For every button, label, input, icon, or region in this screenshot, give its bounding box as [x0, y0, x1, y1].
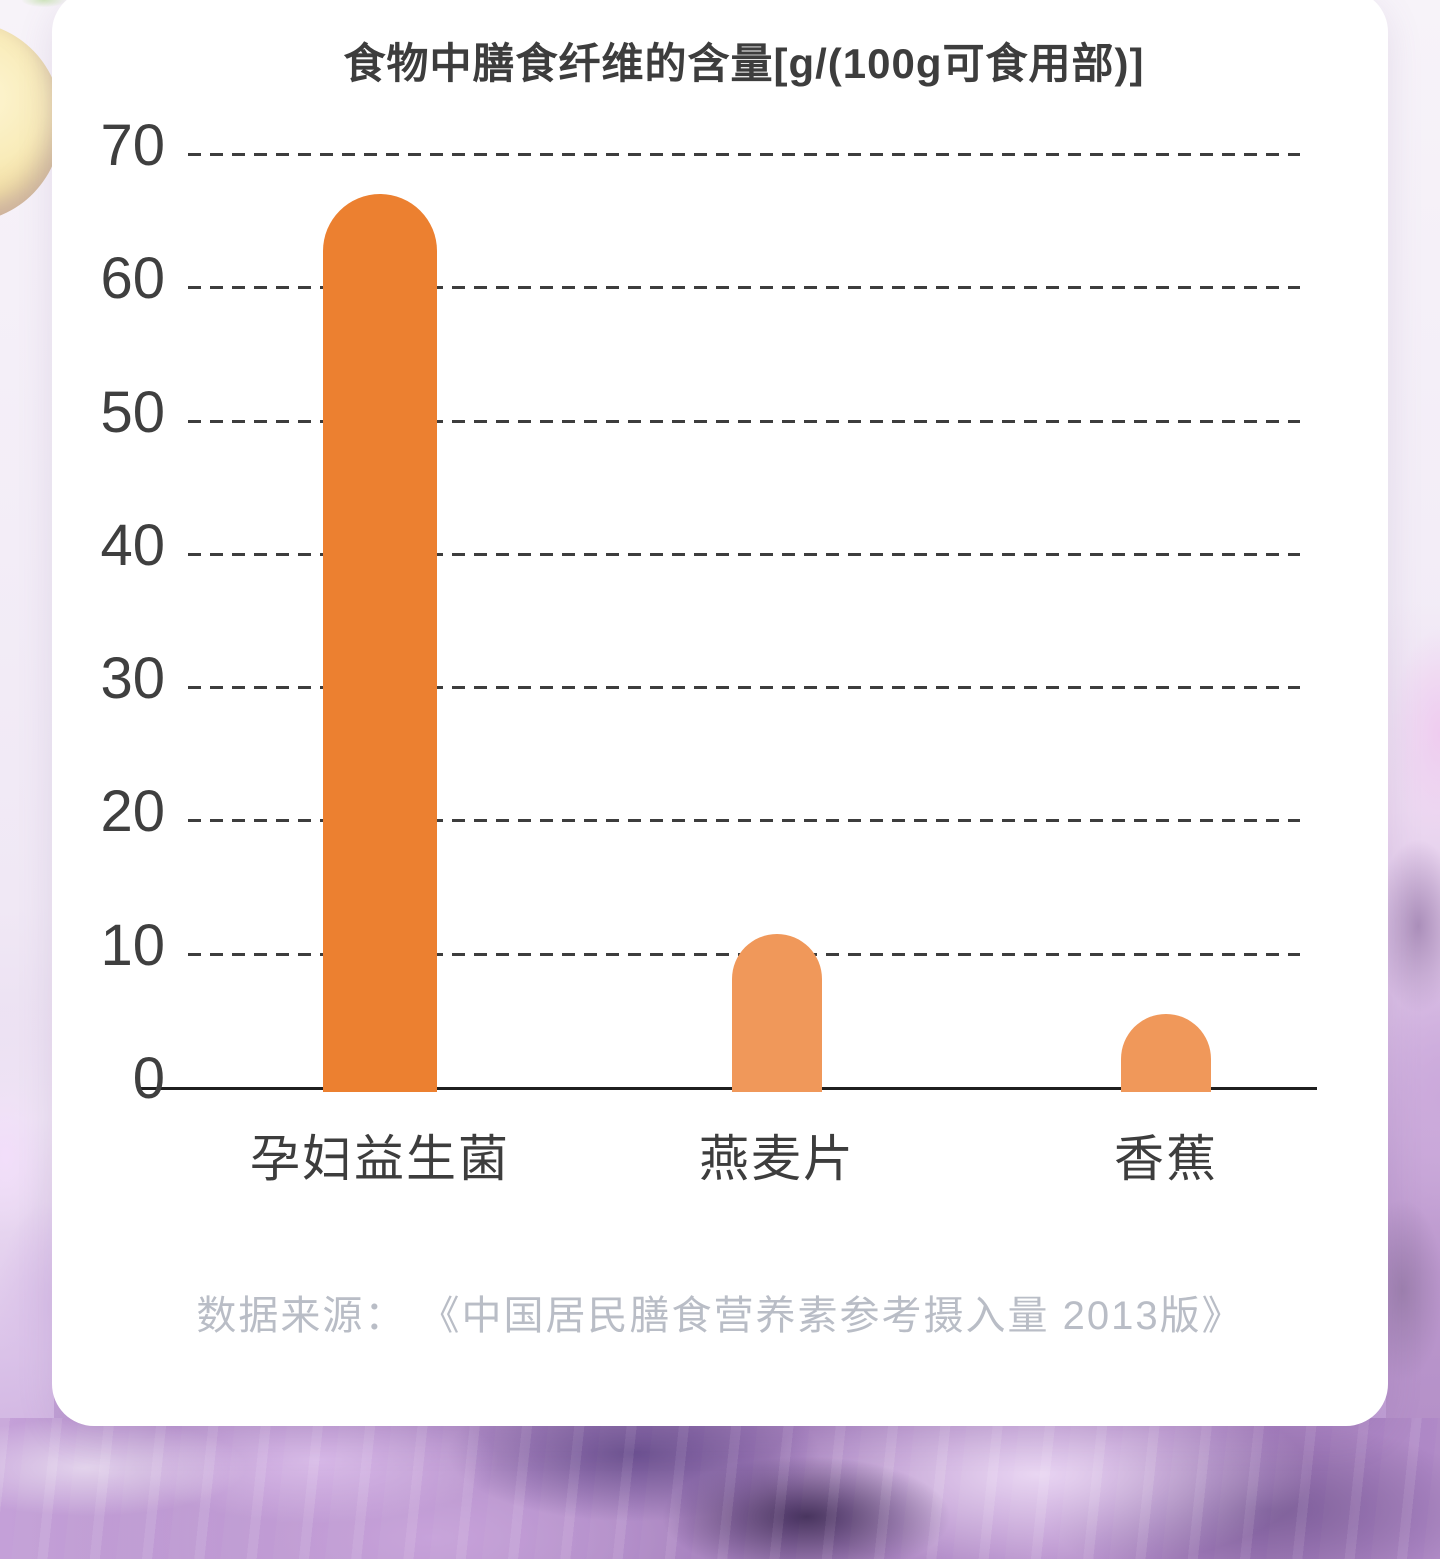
- y-tick-label-60: 60: [100, 246, 165, 312]
- bar-chart: 0 10 20 30 40 50 60 70 孕妇益生菌 燕麦片 香蕉: [52, 0, 1388, 1300]
- liquid-streaks: [0, 1418, 1440, 1559]
- gridline-40: [188, 552, 1300, 556]
- gridline-30: [188, 686, 1300, 690]
- gridline-20: [188, 819, 1300, 823]
- y-tick-label-50: 50: [100, 379, 165, 445]
- purple-liquid-band: [0, 1418, 1440, 1559]
- chart-title: 食物中膳食纤维的含量[g/(100g可食用部)]: [343, 40, 1145, 87]
- y-tick-label-40: 40: [100, 512, 165, 578]
- purple-splash-right: [1386, 600, 1440, 1559]
- y-tick-label-70: 70: [100, 113, 165, 178]
- x-category-label-3: 香蕉: [1114, 1131, 1218, 1187]
- y-tick-label-10: 10: [100, 912, 165, 978]
- y-tick-label-0: 0: [132, 1046, 165, 1111]
- gridline-70: [188, 153, 1300, 156]
- leaf-fragment: [22, 0, 66, 7]
- chart-card: 食物中膳食纤维的含量[g/(100g可食用部)] 0 10 20 30 40 50 60 70…: [52, 0, 1388, 1426]
- x-category-label-1: 孕妇益生菌: [250, 1131, 510, 1187]
- bar-1: [323, 193, 437, 1092]
- bar-2: [732, 933, 822, 1092]
- gridline-60: [188, 286, 1300, 290]
- data-source-caption: 数据来源： 《中国居民膳食营养素参考摄入量 2013版》: [196, 1294, 1244, 1338]
- y-tick-label-20: 20: [100, 779, 165, 845]
- bar-3: [1121, 1013, 1211, 1092]
- x-category-label-2: 燕麦片: [699, 1131, 855, 1187]
- gridline-50: [188, 419, 1300, 423]
- x-axis-line: [137, 1087, 1317, 1090]
- y-tick-label-30: 30: [100, 646, 165, 712]
